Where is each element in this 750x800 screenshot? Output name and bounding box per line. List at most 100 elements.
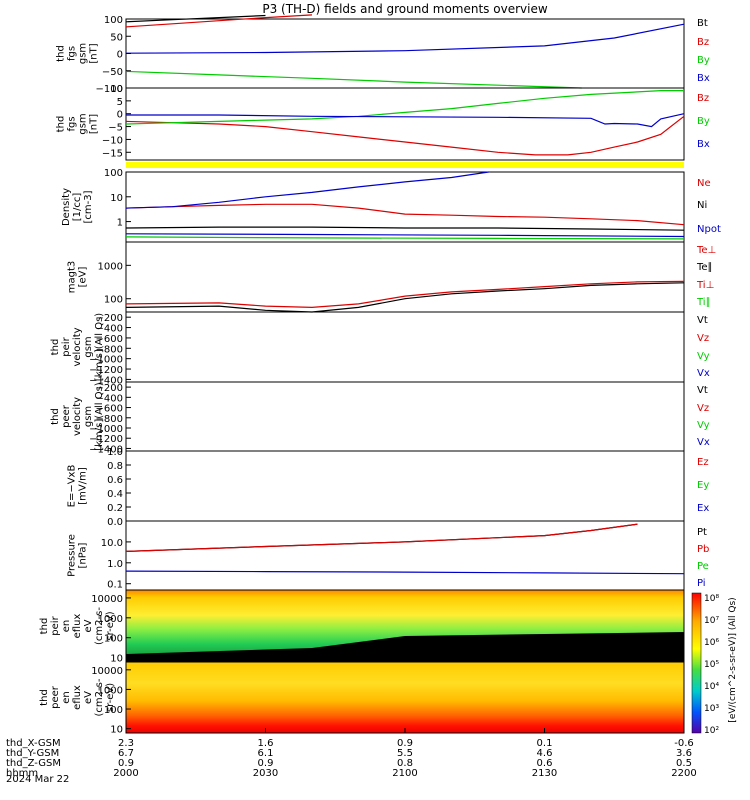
legend-vi-3: Vx	[697, 368, 710, 379]
series-pressure-Pt	[125, 523, 638, 552]
y-label-ele_spec-5: (cm2-s-	[94, 678, 105, 716]
y-tick-label-fgs2-1: 5	[117, 97, 123, 108]
x-row-label-3: hhmm	[6, 768, 38, 779]
y-tick-label-ve-4: −1000	[89, 424, 123, 435]
legend-ve-3: Vx	[697, 437, 710, 448]
series-fgs2-Bz	[125, 115, 685, 156]
y-label-fgs1-2: gsm	[78, 43, 89, 64]
x-row-value-2-3: 0.6	[537, 758, 553, 769]
series-pressure-Pb	[125, 523, 638, 552]
x-row-value-0-1: 1.6	[258, 738, 274, 749]
series-fgs1-By	[125, 70, 582, 89]
legend-ve-0: Vt	[697, 385, 708, 396]
y-label-ve-4: [km/s](All Qs)	[94, 382, 105, 450]
series-fgs1-Bt	[125, 14, 266, 23]
y-label-ele_spec-6: sr-eV)	[105, 683, 116, 712]
y-tick-label-ele_spec-2: 100	[104, 705, 123, 716]
colorbar-label: [eV/(cm^2-s-sr-eV)] (All Qs)	[728, 597, 738, 722]
y-label-density-1: [1/cc]	[72, 193, 83, 222]
legend-fgs1-0: Bt	[697, 18, 708, 29]
series-density-Te∥	[125, 236, 685, 240]
y-label-ion_spec-3: eflux	[72, 614, 83, 639]
series-temp-Ti⊥	[125, 280, 685, 309]
y-tick-label-efield-0: 1.0	[107, 447, 123, 458]
y-tick-label-density-2: 1	[117, 218, 123, 229]
y-label-ve-0: thd	[50, 408, 61, 425]
y-label-vi-0: thd	[50, 339, 61, 356]
y-tick-label-pressure-2: 0.1	[107, 580, 123, 591]
y-label-ion_spec-6: sr-eV)	[105, 611, 116, 640]
y-tick-label-ve-1: −400	[96, 393, 123, 404]
y-tick-label-fgs1-3: −50	[102, 67, 123, 78]
x-row-label-0: thd_X-GSM	[6, 738, 61, 749]
y-label-vi-4: [km/s](All Qs)	[94, 313, 105, 381]
y-tick-label-efield-3: 0.4	[107, 489, 123, 500]
y-label-ele_spec-4: eV	[83, 691, 94, 704]
y-label-fgs1-3: [nT]	[89, 43, 100, 63]
legend-efield-1: Ey	[697, 480, 709, 491]
panel-frame-ve	[125, 381, 685, 452]
panel-ion_spec: 10000 1000 100 10 thd peir en eflux eV (cm2-s-sr-…	[39, 589, 685, 665]
x-row-value-3-0: 2000	[113, 768, 138, 779]
y-tick-label-fgs2-2: 0	[117, 110, 123, 121]
x-row-value-1-4: 3.6	[676, 748, 692, 759]
y-label-pressure-0: Pressure	[67, 534, 78, 577]
y-tick-label-efield-2: 0.6	[107, 475, 123, 486]
y-label-efield-0: E=−VxB	[67, 465, 78, 508]
colorbar-tick-3: 10⁵	[704, 660, 719, 670]
x-row-value-3-4: 2200	[671, 768, 696, 779]
x-row-value-1-2: 5.5	[397, 748, 413, 759]
series-fgs1-Bx	[125, 23, 685, 54]
y-tick-label-vi-2: −600	[96, 334, 123, 345]
y-tick-label-efield-1: 0.8	[107, 461, 123, 472]
legend-fgs1-3: Bx	[697, 73, 710, 84]
legend-efield-0: Ez	[697, 457, 709, 468]
y-tick-label-ve-0: −200	[96, 383, 123, 394]
y-tick-label-temp-0: 1000	[98, 261, 123, 272]
y-label-ion_spec-1: peir	[50, 615, 61, 635]
panel-ele_spec: 10000 1000 100 10 thd peer en eflux eV (cm2-s-sr-…	[39, 661, 685, 736]
y-label-fgs2-0: thd	[56, 116, 67, 133]
legend-pressure-3: Pi	[697, 578, 706, 589]
legend-fgs1-2: By	[697, 55, 710, 66]
colorbar-tick-2: 10⁶	[704, 638, 719, 648]
x-axis-group: thd_X-GSM 2.3 1.6 0.9 0.1 -0.6 thd_Y-GSM 6.7 6.1…	[6, 728, 697, 779]
y-label-ion_spec-4: eV	[83, 619, 94, 632]
series-fgs2-Bx	[126, 113, 685, 128]
series-density-Ne	[125, 203, 685, 226]
y-tick-label-fgs1-4: −100	[96, 84, 123, 95]
x-row-value-3-3: 2130	[532, 768, 557, 779]
y-tick-label-fgs2-4: −10	[102, 135, 123, 146]
y-tick-label-vi-1: −400	[96, 324, 123, 335]
date-label: 2024 Mar 22	[6, 774, 69, 785]
x-row-value-1-0: 6.7	[118, 748, 134, 759]
colorbar-tick-1: 10⁷	[704, 616, 719, 626]
y-tick-label-density-0: 100	[104, 168, 123, 179]
y-label-ele_spec-3: eflux	[72, 685, 83, 710]
y-label-vi-3: gsm	[83, 336, 94, 357]
legend-density-6: Ti∥	[696, 297, 711, 308]
panel-vi: −200−400−600−800−1000−1200−1400 thd peir ve…	[50, 311, 685, 386]
legend-density-5: Ti⊥	[696, 280, 714, 291]
legend-density-1: Ni	[697, 200, 707, 211]
y-label-density-2: [cm-3]	[83, 190, 94, 223]
y-tick-label-ve-6: −1400	[89, 444, 123, 455]
y-tick-label-ele_spec-1: 1000	[98, 685, 123, 696]
y-label-ve-2: velocity	[72, 397, 83, 436]
ion-spec-noise-region	[126, 632, 684, 662]
series-density-Te⊥	[125, 233, 685, 238]
panel-ve: −200−400−600−800−1000−1200−1400 thd peer ve…	[50, 381, 685, 455]
legend-pressure-2: Pe	[697, 561, 709, 572]
legend-fgs1-1: Bz	[697, 37, 709, 48]
x-row-value-1-1: 6.1	[258, 748, 274, 759]
y-tick-label-ion_spec-3: 10	[110, 654, 123, 665]
legend-density-3: Te⊥	[696, 245, 716, 256]
colorbar-tick-4: 10⁴	[704, 682, 719, 692]
y-tick-label-ele_spec-0: 10000	[91, 666, 123, 677]
colorbar	[691, 592, 702, 734]
y-label-temp-1: [eV]	[78, 267, 89, 288]
legend-efield-2: Ex	[697, 503, 709, 514]
x-row-value-3-1: 2030	[253, 768, 278, 779]
colorbar-tick-0: 10⁸	[704, 594, 719, 604]
